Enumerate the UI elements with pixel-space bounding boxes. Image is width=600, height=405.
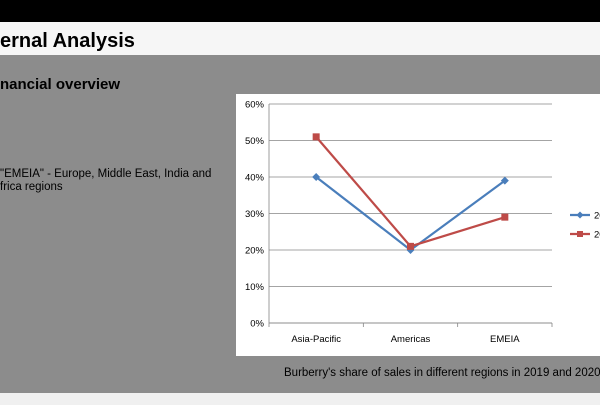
x-tick-label: Asia-Pacific [291,334,341,345]
section-heading: nancial overview [0,76,121,93]
y-tick-label: 60% [245,100,265,111]
y-tick-label: 50% [245,136,265,147]
chart-panel: 0% 10% 20% 30% 40% 50% 60% Asia-Pacific Americas… [236,94,600,356]
legend-marker [577,231,583,237]
region-note-line-2: frica regions [0,181,63,193]
chart-caption: Burberry's share of sales in different r… [284,367,600,379]
title-band [0,22,600,55]
series-line [315,136,506,248]
data-point [312,133,320,141]
y-tick-label: 20% [245,246,265,257]
legend-marker [576,211,584,219]
x-tick-label: EMEIA [490,334,520,345]
y-tick-label: 40% [245,173,265,184]
x-tick-label: Americas [391,334,431,345]
slide-title: ernal Analysis [0,30,135,52]
regional-sales-line-chart: 0% 10% 20% 30% 40% 50% 60% Asia-Pacific Americas… [245,100,600,346]
y-tick-label: 30% [245,209,265,220]
top-black-bar [0,0,600,22]
data-point [500,176,509,185]
legend-label: 20 [594,211,600,222]
region-note: "EMEIA" - Europe, Middle East, India and… [0,168,230,194]
data-point [312,173,321,181]
data-point [407,242,414,250]
y-tick-label: 0% [250,319,264,330]
y-tick-label: 10% [245,282,265,293]
data-point [501,213,509,221]
legend-label: 20 [594,230,600,241]
region-note-line-1: "EMEIA" - Europe, Middle East, India and [0,168,212,180]
bottom-strip [0,393,600,405]
